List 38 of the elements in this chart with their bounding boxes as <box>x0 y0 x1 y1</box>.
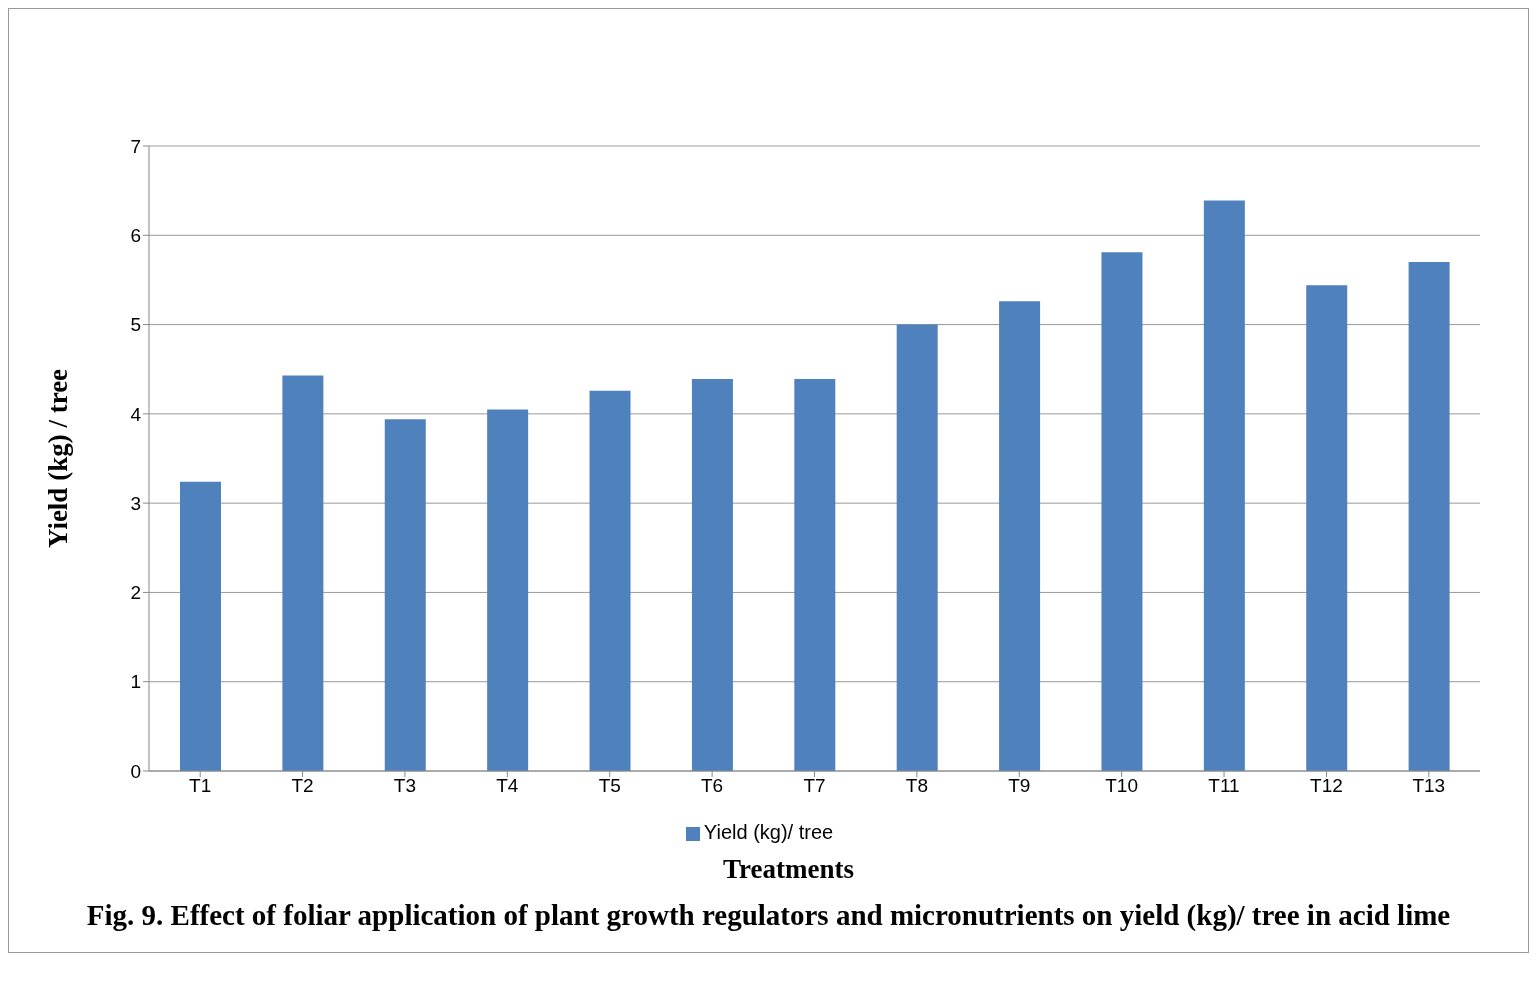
x-tick-label: T1 <box>189 775 212 797</box>
x-tick-label: T4 <box>496 775 519 797</box>
y-tick-label: 3 <box>130 492 141 514</box>
bar <box>794 379 836 771</box>
bar <box>384 419 426 771</box>
bar <box>180 481 221 771</box>
bar <box>282 375 324 771</box>
x-axis-title: Treatments <box>722 854 855 885</box>
x-tick-label: T13 <box>1412 775 1446 797</box>
bar <box>691 379 733 771</box>
x-tick-label: T6 <box>701 775 724 797</box>
bar <box>896 324 938 771</box>
x-tick-label: T9 <box>1008 775 1031 797</box>
y-tick-label: 6 <box>130 225 141 247</box>
y-tick-label: 7 <box>130 135 141 157</box>
x-tick-label: T11 <box>1208 775 1240 797</box>
y-axis-title: Yield (kg) / tree <box>42 368 73 549</box>
bar <box>589 390 631 771</box>
text: Fig. 9. Effect of foliar application of plant growth regulators and micronutrients on yield (kg)/ tree in acid lime <box>85 899 1452 932</box>
y-tick-label: 4 <box>130 403 142 425</box>
bar <box>1203 200 1245 771</box>
y-tick-label: 0 <box>130 760 141 782</box>
y-tick-label: 2 <box>130 582 141 604</box>
x-tick-label: T10 <box>1105 775 1139 797</box>
bar <box>1101 252 1143 771</box>
x-tick-label: T3 <box>393 775 417 797</box>
x-tick-label: T8 <box>905 775 928 797</box>
y-tick-label: 1 <box>130 671 141 693</box>
bar <box>1306 285 1348 771</box>
x-tick-label: T12 <box>1310 775 1343 797</box>
x-tick-label: T5 <box>598 775 621 797</box>
bar <box>1408 262 1450 771</box>
y-tick-label: 5 <box>130 314 141 336</box>
x-tick-label: T2 <box>291 775 314 797</box>
legend-label: Yield (kg)/ tree <box>703 821 834 843</box>
x-tick-label: T7 <box>803 775 826 797</box>
bar <box>999 301 1041 771</box>
bar <box>487 409 529 771</box>
